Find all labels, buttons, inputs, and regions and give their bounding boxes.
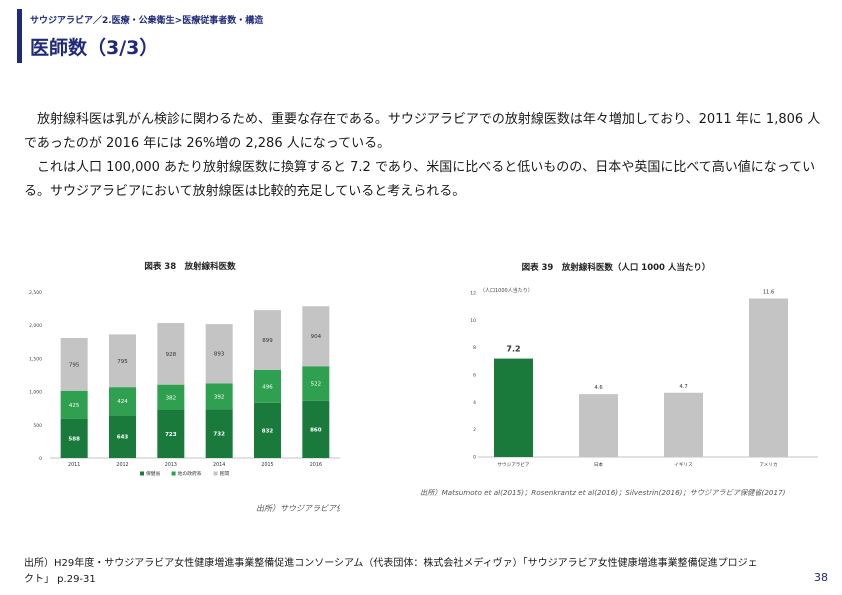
chart38-data-label: 496	[262, 384, 273, 390]
chart39-title: 図表 39 放射線科医数（人口 1000 人当たり）	[522, 262, 711, 273]
chart39-data-label: 4.6	[594, 385, 602, 391]
chart38-bar-segment	[302, 400, 330, 458]
chart38-legend-entry: 民間	[220, 471, 230, 477]
chart38-x-tick: 2014	[213, 462, 225, 468]
chart38-data-label: 928	[166, 352, 177, 358]
body-text: 放射線科医は乳がん検診に関わるため、重要な存在である。サウジアラビアでの放射線医…	[24, 108, 824, 204]
chart39-data-label: 7.2	[506, 345, 520, 354]
chart38-title: 図表 38 放射線科医数	[144, 261, 236, 272]
chart39-x-tick: 日本	[594, 461, 604, 468]
chart38-y-tick: 1,500	[29, 356, 42, 362]
chart38-bar-segment	[157, 409, 185, 458]
chart38-bar-segment	[205, 409, 233, 458]
chart39-x-tick: サウジアラビア	[497, 461, 530, 468]
chart39-data-label: 11.6	[763, 289, 775, 295]
chart38-bar-segment	[157, 384, 185, 410]
chart38-bar-segment	[60, 337, 88, 391]
chart38-data-label: 899	[262, 338, 273, 344]
chart39-y-tick: 2	[473, 427, 476, 433]
chart38-data-label: 522	[311, 382, 322, 388]
chart38-bar-segment	[302, 366, 330, 401]
chart38-bar-segment	[60, 418, 88, 458]
chart39-bar	[749, 298, 788, 457]
chart39-unit-label: （人口1000人当たり）	[480, 287, 533, 294]
chart38-y-tick: 2,500	[29, 290, 42, 296]
chart38-data-label: 723	[165, 432, 177, 438]
chart38-data-label: 860	[310, 427, 322, 433]
chart38-bar-segment	[254, 310, 281, 370]
chart38-y-tick: 0	[39, 456, 42, 462]
chart38-y-tick: 2,000	[29, 323, 42, 329]
chart39-y-tick: 0	[473, 455, 476, 461]
chart38-bar-segment	[109, 387, 136, 416]
chart38-data-label: 893	[214, 352, 225, 358]
chart38-legend-swatch	[140, 471, 144, 476]
chart38-x-tick: 2016	[310, 462, 322, 468]
chart39-y-tick: 12	[470, 291, 476, 297]
chart38-data-label: 832	[262, 428, 274, 434]
chart38-data-label: 425	[69, 403, 80, 409]
chart-radiologists-by-year: 図表 38 放射線科医数 0 500 1,000 1,500 2,000 2,500 588…	[29, 261, 340, 513]
page-number: 38	[814, 571, 828, 584]
chart38-y-tick: 500	[33, 423, 42, 429]
chart38-data-label: 795	[117, 359, 128, 365]
chart38-bar-segment	[60, 390, 88, 419]
chart38-bar-segment	[109, 415, 136, 458]
chart38-data-label: 795	[69, 362, 80, 368]
footer-citation: 出所）H29年度・サウジアラビア女性健康増進事業整備促進コンソーシアム（代表団体…	[24, 558, 758, 585]
page-title: 医師数（3/3）	[30, 37, 159, 59]
chart38-bar-segment	[302, 306, 330, 367]
chart-radiologists-per-population: 図表 39 放射線科医数（人口 1000 人当たり） （人口1000人当たり） …	[420, 262, 818, 497]
body-paragraph-1: 放射線科医は乳がん検診に関わるため、重要な存在である。サウジアラビアでの放射線医…	[24, 112, 821, 151]
chart39-y-tick: 10	[470, 318, 476, 324]
title-accent-bar	[17, 9, 22, 63]
chart39-bar	[494, 358, 533, 457]
chart39-source: 出所）Matsumoto et al(2015)；Rosenkrantz et …	[420, 488, 786, 497]
chart39-x-tick: イギリス	[674, 462, 693, 468]
chart38-x-tick: 2011	[68, 462, 80, 468]
chart38-data-label: 643	[117, 435, 129, 441]
chart38-x-tick: 2013	[165, 462, 177, 468]
chart39-bar	[664, 392, 703, 457]
chart38-bar-segment	[109, 334, 136, 388]
chart38-x-tick: 2015	[261, 462, 273, 468]
chart38-x-tick: 2012	[116, 462, 128, 468]
chart38-bar-segment	[157, 323, 185, 385]
chart38-data-label: 424	[117, 399, 128, 405]
chart39-data-label: 4.7	[679, 384, 687, 390]
chart39-y-tick: 4	[473, 400, 476, 406]
chart39-y-tick: 6	[473, 373, 476, 379]
breadcrumb: サウジアラビア／2.医療・公衆衛生>医療従事者数・構造	[30, 16, 264, 26]
chart38-bar-segment	[254, 402, 281, 458]
chart38-legend-entry: 他の政府系	[178, 470, 202, 477]
body-paragraph-2: これは人口 100,000 あたり放射線医数に換算すると 7.2 であり、米国に…	[24, 160, 816, 199]
chart38-data-label: 732	[213, 432, 225, 438]
chart38-bar-segment	[205, 383, 233, 410]
chart38-data-label: 588	[68, 436, 80, 442]
chart38-bar-segment	[254, 369, 281, 403]
chart38-legend-entry: 保健省	[146, 470, 161, 477]
chart39-x-tick: アメリカ	[759, 462, 777, 468]
chart38-legend-swatch	[171, 471, 176, 476]
chart38-data-label: 392	[214, 394, 225, 400]
chart38-legend-swatch	[213, 471, 218, 476]
chart38-source: 出所）サウジアラビア保健省(2017)	[256, 504, 340, 513]
chart38-bar-segment	[205, 324, 233, 384]
chart38-y-tick: 1,000	[29, 390, 42, 396]
chart38-data-label: 382	[166, 395, 177, 401]
chart38-data-label: 904	[311, 334, 322, 340]
chart39-y-tick: 8	[473, 345, 476, 351]
chart39-bar	[579, 394, 618, 457]
